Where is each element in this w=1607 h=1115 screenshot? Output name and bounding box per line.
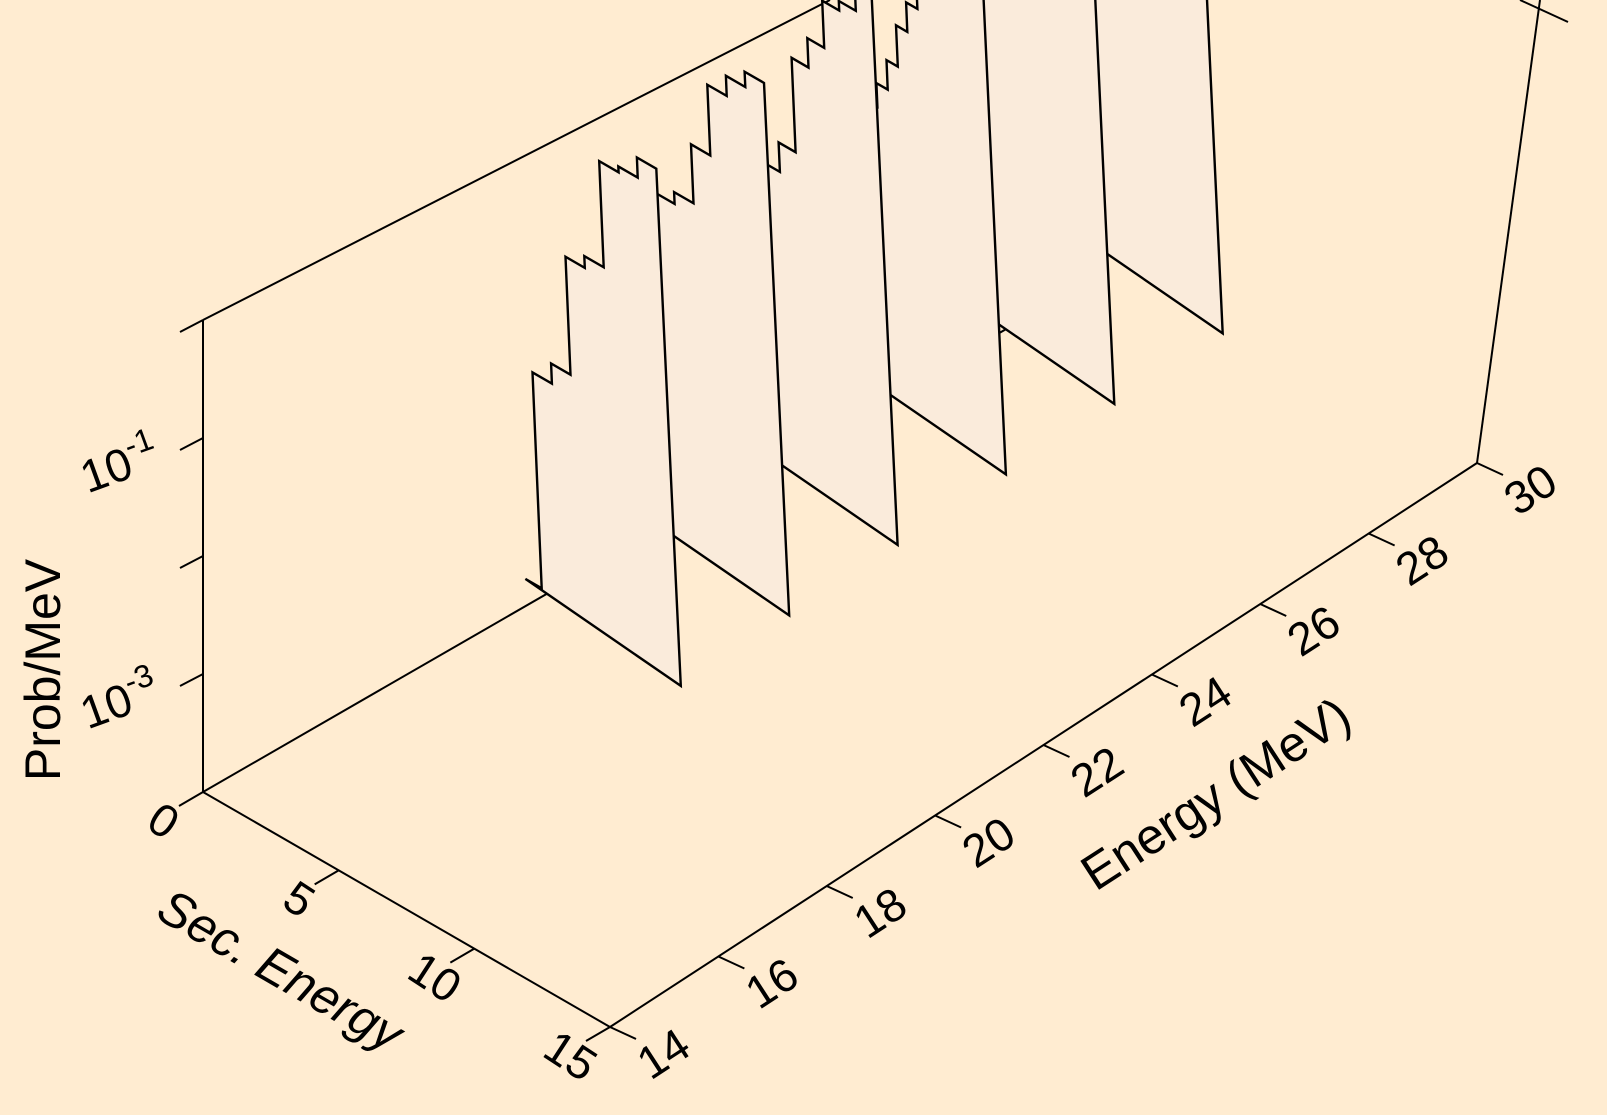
sec-energy-tick-mark [314, 869, 340, 886]
energy-tick-label: 24 [1170, 665, 1241, 736]
energy-tick-label: 20 [953, 806, 1024, 877]
spectrum-20mev [524, 155, 683, 689]
sec-energy-axis-line [202, 791, 611, 1028]
back-top-edge [202, 0, 831, 321]
side-right-edge [1476, 0, 1541, 464]
side-top-edge [1519, 0, 1569, 23]
energy-tick-mark [1368, 532, 1396, 547]
energy-tick-mark [826, 885, 854, 899]
sec-energy-tick-label: 15 [535, 1020, 606, 1091]
z-axis-title: Prob/MeV [15, 558, 71, 781]
energy-tick-label: 16 [736, 947, 807, 1018]
energy-tick-mark [1476, 462, 1504, 476]
spectra-group [524, 0, 1225, 689]
energy-tick-mark [1151, 673, 1179, 688]
sec-energy-tick-mark [449, 947, 475, 964]
sec-energy-tick-mark [178, 791, 204, 807]
sec-energy-tick-mark [585, 1026, 611, 1042]
prob-tick-mark [179, 319, 204, 333]
prob-tick-label: 10-3 [71, 656, 166, 739]
prob-tick-mark [179, 555, 204, 569]
prob-tick-label: 10-1 [71, 420, 166, 503]
energy-tick-mark [609, 1026, 637, 1040]
energy-tick-label: 30 [1495, 454, 1566, 525]
energy-tick-label: 18 [844, 877, 915, 948]
sec-energy-tick-label: 5 [274, 870, 324, 928]
energy-tick-mark [717, 955, 745, 970]
energy-tick-mark [934, 814, 962, 829]
energy-tick-label: 22 [1061, 736, 1132, 807]
sec-energy-tick-label: 0 [139, 792, 189, 850]
energy-tick-label: 14 [628, 1018, 699, 1089]
energy-tick-label: 28 [1386, 524, 1457, 595]
prob-ticks: 10-3 10-1 [71, 319, 204, 739]
energy-tick-mark [1259, 603, 1287, 617]
energy-tick-mark [1043, 744, 1070, 758]
prob-tick-mark [179, 673, 204, 687]
prob-tick-mark [179, 437, 204, 451]
sec-energy-tick-label: 10 [399, 942, 470, 1013]
energy-tick-label: 26 [1278, 595, 1349, 666]
